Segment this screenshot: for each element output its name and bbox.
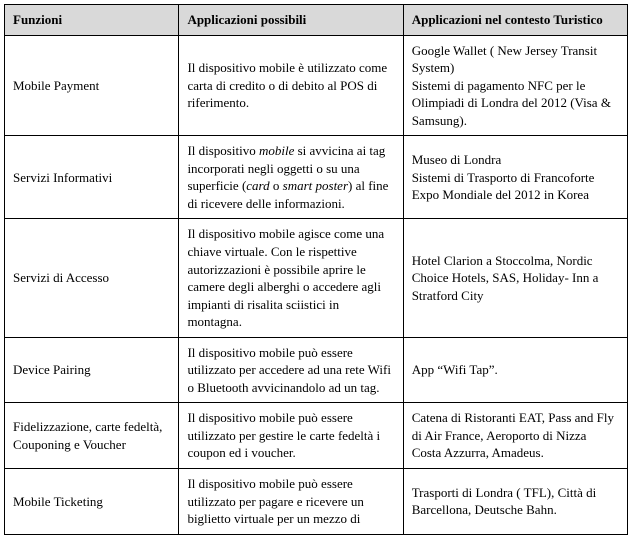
- cell-applicazioni: Il dispositivo mobile può essere utilizz…: [179, 403, 403, 469]
- table-row: Fidelizzazione, carte fedeltà, Couponing…: [5, 403, 628, 469]
- table-row: Mobile TicketingIl dispositivo mobile pu…: [5, 469, 628, 535]
- table-row: Servizi InformativiIl dispositivo mobile…: [5, 136, 628, 219]
- cell-funzione: Servizi di Accesso: [5, 219, 179, 337]
- cell-funzione: Fidelizzazione, carte fedeltà, Couponing…: [5, 403, 179, 469]
- cell-contesto: Catena di Ristoranti EAT, Pass and Fly d…: [403, 403, 627, 469]
- table-row: Device PairingIl dispositivo mobile può …: [5, 337, 628, 403]
- table-row: Servizi di AccessoIl dispositivo mobile …: [5, 219, 628, 337]
- col-header-applicazioni: Applicazioni possibili: [179, 5, 403, 36]
- cell-applicazioni: Il dispositivo mobile può essere utilizz…: [179, 337, 403, 403]
- table-row: Mobile PaymentIl dispositivo mobile è ut…: [5, 35, 628, 136]
- cell-applicazioni: Il dispositivo mobile si avvicina ai tag…: [179, 136, 403, 219]
- cell-applicazioni: Il dispositivo mobile è utilizzato come …: [179, 35, 403, 136]
- cell-contesto: Museo di LondraSistemi di Trasporto di F…: [403, 136, 627, 219]
- col-header-funzioni: Funzioni: [5, 5, 179, 36]
- cell-contesto: Google Wallet ( New Jersey Transit Syste…: [403, 35, 627, 136]
- cell-funzione: Servizi Informativi: [5, 136, 179, 219]
- cell-contesto: Hotel Clarion a Stoccolma, Nordic Choice…: [403, 219, 627, 337]
- table-header-row: Funzioni Applicazioni possibili Applicaz…: [5, 5, 628, 36]
- cell-applicazioni: Il dispositivo mobile agisce come una ch…: [179, 219, 403, 337]
- cell-contesto: App “Wifi Tap”.: [403, 337, 627, 403]
- cell-applicazioni: Il dispositivo mobile può essere utilizz…: [179, 469, 403, 535]
- functions-table: Funzioni Applicazioni possibili Applicaz…: [4, 4, 628, 535]
- cell-funzione: Mobile Ticketing: [5, 469, 179, 535]
- cell-contesto: Trasporti di Londra ( TFL), Città di Bar…: [403, 469, 627, 535]
- col-header-contesto: Applicazioni nel contesto Turistico: [403, 5, 627, 36]
- cell-funzione: Device Pairing: [5, 337, 179, 403]
- cell-funzione: Mobile Payment: [5, 35, 179, 136]
- table-body: Mobile PaymentIl dispositivo mobile è ut…: [5, 35, 628, 534]
